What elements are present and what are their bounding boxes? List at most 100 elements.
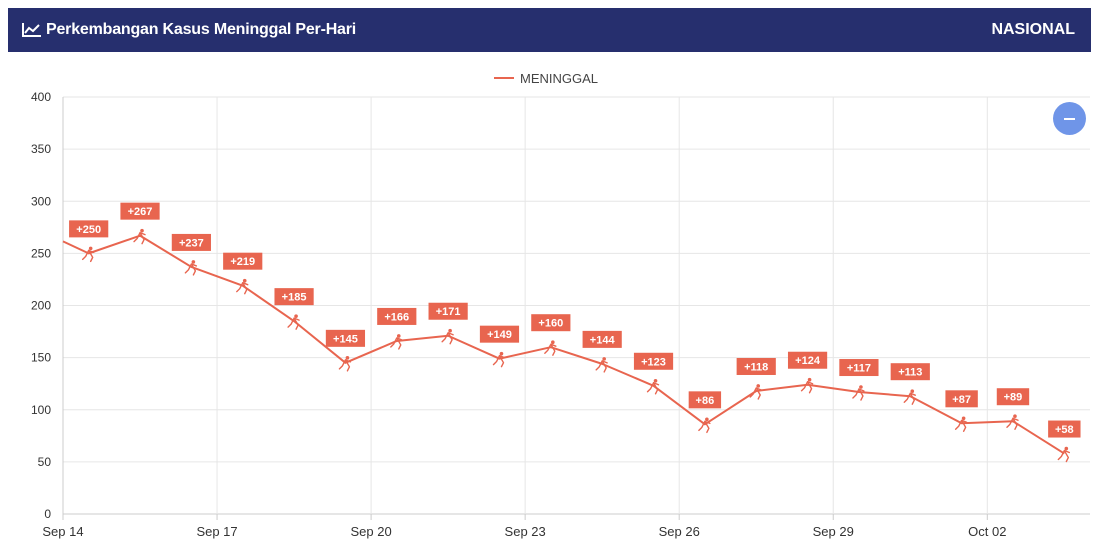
data-label-box bbox=[787, 351, 828, 369]
marker-body bbox=[749, 387, 762, 400]
data-point: +160 bbox=[531, 314, 571, 356]
person-marker-icon bbox=[133, 228, 146, 245]
marker-body bbox=[698, 420, 711, 434]
marker-head bbox=[859, 385, 863, 389]
marker-head bbox=[294, 314, 298, 318]
series-line bbox=[62, 234, 1065, 455]
data-point: +185 bbox=[274, 288, 314, 330]
data-point: +250 bbox=[69, 220, 109, 263]
marker-body bbox=[390, 337, 403, 350]
marker-head bbox=[345, 356, 350, 360]
marker-body bbox=[1006, 417, 1019, 430]
data-point: +86 bbox=[688, 391, 722, 434]
data-point: +144 bbox=[582, 330, 622, 373]
person-marker-icon bbox=[852, 385, 865, 401]
person-marker-icon bbox=[1057, 446, 1071, 463]
marker-head bbox=[88, 246, 93, 251]
data-label: +118 bbox=[744, 361, 768, 373]
data-point: +145 bbox=[325, 329, 366, 372]
data-label: +149 bbox=[487, 329, 512, 341]
y-tick-label: 250 bbox=[31, 246, 51, 260]
marker-head bbox=[551, 340, 555, 344]
person-marker-icon bbox=[338, 356, 352, 372]
marker-head bbox=[653, 378, 658, 383]
person-marker-icon bbox=[81, 246, 95, 263]
y-tick-label: 400 bbox=[31, 90, 51, 104]
data-label-box bbox=[996, 388, 1030, 406]
data-label-box bbox=[633, 352, 674, 370]
data-point: +171 bbox=[428, 302, 468, 345]
data-label: +171 bbox=[436, 306, 461, 318]
gridlines bbox=[62, 96, 1090, 515]
person-marker-icon bbox=[441, 328, 454, 345]
data-label: +166 bbox=[384, 311, 409, 323]
person-marker-icon bbox=[954, 416, 968, 433]
data-label-box bbox=[945, 390, 978, 408]
y-tick-label: 350 bbox=[31, 142, 51, 156]
marker-body bbox=[441, 332, 454, 345]
marker-body bbox=[338, 359, 352, 372]
y-tick-label: 0 bbox=[44, 507, 51, 521]
zoom-out-button[interactable] bbox=[1053, 102, 1086, 135]
data-label: +160 bbox=[538, 318, 563, 330]
data-point: +267 bbox=[120, 202, 160, 245]
data-label-box bbox=[325, 329, 366, 347]
person-marker-icon bbox=[492, 351, 506, 368]
data-label-box bbox=[1048, 420, 1081, 438]
person-marker-icon bbox=[903, 389, 916, 405]
data-point: +149 bbox=[479, 325, 520, 368]
data-label-box bbox=[839, 359, 879, 377]
data-label: +87 bbox=[952, 394, 971, 406]
marker-head bbox=[807, 377, 812, 382]
data-label: +237 bbox=[179, 237, 204, 249]
data-label-box bbox=[736, 357, 776, 375]
marker-head bbox=[140, 228, 144, 233]
data-label: +250 bbox=[76, 224, 101, 236]
marker-body bbox=[1057, 449, 1071, 463]
person-marker-icon bbox=[800, 377, 814, 394]
minus-icon bbox=[1064, 118, 1075, 120]
data-point: +219 bbox=[223, 252, 263, 295]
chart-legend[interactable]: MENINGGAL bbox=[494, 71, 598, 86]
line-chart-icon bbox=[22, 23, 41, 37]
x-tick-label: Sep 29 bbox=[813, 524, 854, 539]
x-tick-label: Sep 26 bbox=[659, 524, 700, 539]
y-tick-label: 150 bbox=[31, 351, 51, 365]
data-label: +117 bbox=[847, 363, 871, 375]
person-marker-icon bbox=[184, 260, 198, 276]
person-marker-icon bbox=[646, 378, 660, 395]
marker-head bbox=[448, 328, 452, 333]
marker-body bbox=[133, 231, 146, 245]
x-tick-label: Sep 23 bbox=[505, 524, 546, 539]
marker-body bbox=[646, 382, 660, 395]
data-label: +185 bbox=[282, 292, 307, 304]
marker-head bbox=[961, 416, 966, 421]
data-label-box bbox=[479, 325, 520, 343]
person-marker-icon bbox=[1006, 414, 1019, 430]
data-label: +219 bbox=[230, 256, 255, 268]
data-point: +117 bbox=[839, 359, 879, 401]
page-title: Perkembangan Kasus Meninggal Per-Hari bbox=[46, 21, 357, 38]
data-label-box bbox=[688, 391, 722, 409]
data-label-box bbox=[531, 314, 571, 332]
data-label-box bbox=[377, 307, 417, 325]
header-title-group: Perkembangan Kasus Meninggal Per-Hari bbox=[22, 8, 356, 52]
y-tick-label: 100 bbox=[31, 403, 51, 417]
data-point: +166 bbox=[377, 307, 417, 350]
data-point: +58 bbox=[1048, 420, 1081, 463]
y-tick-label: 300 bbox=[31, 194, 51, 208]
marker-head bbox=[910, 389, 915, 393]
data-point: +89 bbox=[996, 388, 1030, 430]
marker-head bbox=[396, 334, 401, 338]
marker-body bbox=[800, 381, 814, 394]
data-label-box bbox=[582, 330, 622, 348]
person-marker-icon bbox=[595, 357, 608, 373]
marker-body bbox=[287, 317, 300, 330]
person-marker-icon bbox=[236, 278, 249, 295]
person-marker-icon bbox=[544, 340, 557, 356]
marker-body bbox=[492, 354, 506, 368]
person-marker-icon bbox=[749, 384, 762, 400]
data-point: +118 bbox=[736, 357, 776, 400]
y-axis: 0 50 100 150 200 250 300 350 400 bbox=[31, 90, 51, 521]
